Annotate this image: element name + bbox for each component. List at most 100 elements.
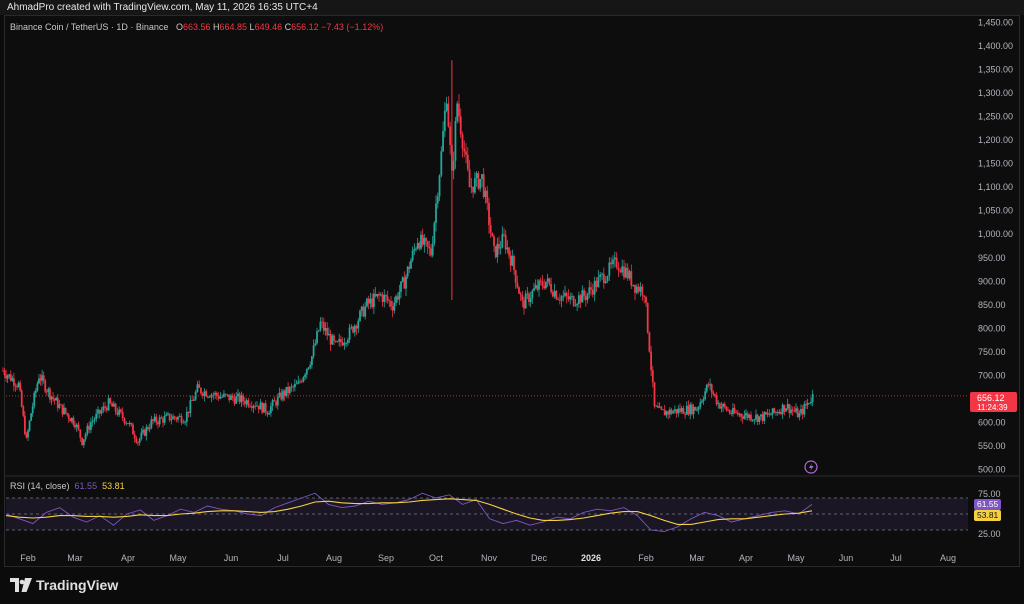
candle-body [567, 296, 570, 300]
candle-body [34, 390, 37, 393]
candle-body [491, 232, 494, 237]
candle-body [362, 306, 365, 317]
candle-body [132, 424, 134, 435]
candle-body [326, 328, 329, 336]
candle-body [383, 294, 386, 302]
price-tick-label: 600.00 [978, 417, 1006, 427]
candle-body [793, 410, 796, 412]
price-tick-label: 700.00 [978, 370, 1006, 380]
time-tick-label: Feb [638, 553, 654, 563]
candle-body [45, 391, 48, 393]
candle-body [84, 434, 87, 440]
candle-body [74, 424, 76, 428]
candle-body [305, 368, 308, 375]
candle-body [93, 419, 96, 421]
candle-body [606, 276, 609, 281]
candle-body [66, 412, 69, 415]
chart-frame[interactable] [4, 15, 1020, 567]
candle-body [79, 429, 82, 438]
logo-text: TradingView [36, 577, 119, 593]
time-tick-label: Apr [121, 553, 135, 563]
candle-body [712, 392, 715, 395]
candle-body [741, 416, 744, 419]
rsi-line [5, 492, 813, 533]
candle-body [128, 422, 131, 425]
candle-body [418, 243, 421, 249]
candle-body [388, 300, 391, 302]
candle-body [786, 404, 789, 409]
candle-body [285, 386, 288, 396]
candle-body [27, 430, 29, 438]
candle-body [440, 151, 443, 176]
candle-body [157, 422, 159, 425]
candle-body [283, 390, 286, 396]
candle-body [668, 409, 671, 415]
candle-body [702, 399, 705, 402]
low-value: 649.46 [254, 22, 283, 32]
time-tick-label: Jul [890, 553, 902, 563]
tradingview-logo[interactable]: TradingView [10, 577, 118, 593]
candle-body [475, 173, 478, 179]
time-axis[interactable]: Feb Mar Apr May Jun Jul Aug Sep Oct Nov Dec 2026 Feb… [20, 553, 956, 563]
candle-body [376, 293, 379, 297]
candle-body [336, 341, 339, 343]
candle-body [158, 417, 161, 425]
candle-body [231, 395, 234, 399]
candle-body [19, 382, 22, 391]
candle-body [550, 283, 553, 293]
candle-body [331, 335, 334, 345]
candle-body [499, 247, 502, 249]
candle-body [350, 326, 353, 328]
candle-body [781, 404, 784, 415]
candle-body [185, 411, 188, 422]
candle-body [750, 414, 752, 421]
candle-body [56, 397, 59, 408]
candle-body [756, 414, 759, 422]
candle-body [788, 404, 791, 414]
candle-body [81, 437, 83, 446]
price-tick-label: 950.00 [978, 253, 1006, 263]
candle-body [116, 411, 119, 415]
candle-body [357, 320, 360, 329]
candle-body [736, 412, 739, 415]
rsi-label: RSI (14, close) [10, 481, 70, 491]
candle-body [252, 405, 255, 408]
candle-body [760, 414, 762, 417]
candle-body [324, 328, 327, 331]
candle-body [182, 422, 185, 424]
candle-body [771, 408, 774, 415]
candle-body [200, 387, 202, 394]
candle-body [221, 396, 224, 398]
candle-body [352, 326, 354, 333]
candle-body [307, 367, 310, 369]
candle-body [648, 332, 651, 352]
candle-body [545, 281, 547, 289]
candle-body [47, 388, 50, 392]
candle-body [11, 378, 14, 381]
candle-body [372, 293, 375, 308]
candle-body [311, 356, 313, 366]
rsi-pane[interactable]: 75.00 25.00 [4, 475, 1020, 539]
candle-body [610, 262, 613, 265]
candle-body [268, 413, 271, 415]
time-tick-label: Jul [277, 553, 289, 563]
candle-body [691, 404, 693, 415]
candle-body [778, 411, 781, 414]
candle-body [61, 404, 64, 415]
candle-body [360, 306, 363, 311]
candle-body [420, 234, 422, 249]
candle-body [403, 277, 406, 289]
candle-body [433, 222, 436, 244]
candle-body [167, 413, 169, 415]
candle-body [452, 160, 455, 171]
time-tick-label: Sep [378, 553, 394, 563]
candle-body [5, 375, 7, 379]
last-price-label: 656.12 [977, 393, 1005, 403]
candle-body [348, 327, 351, 340]
candle-body [165, 414, 168, 416]
candle-body [745, 413, 747, 416]
candle-body [175, 417, 178, 420]
lightning-icon[interactable] [804, 460, 818, 474]
candle-body [145, 427, 148, 436]
